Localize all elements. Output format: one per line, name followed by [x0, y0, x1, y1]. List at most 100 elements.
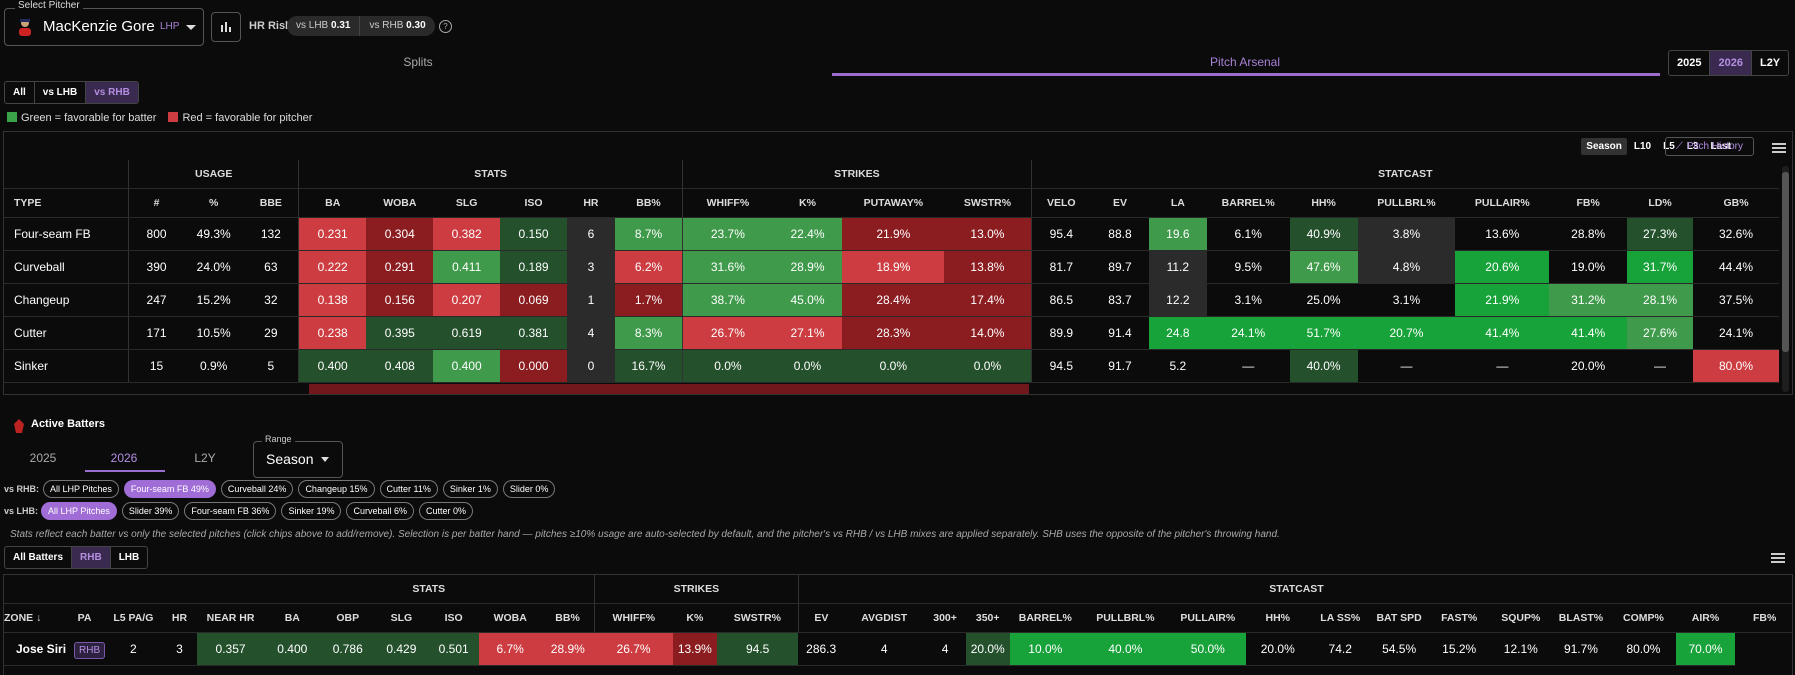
- batter-col-near-hr[interactable]: NEAR HR: [197, 603, 264, 633]
- batter-col-bb-[interactable]: BB%: [541, 603, 595, 633]
- arsenal-col-slg[interactable]: SLG: [433, 188, 501, 218]
- help-icon[interactable]: ?: [439, 20, 452, 33]
- pitch-chip[interactable]: All LHP Pitches: [41, 502, 117, 520]
- filter-all[interactable]: All: [5, 82, 35, 103]
- arsenal-col--[interactable]: #: [128, 188, 184, 218]
- year-2026[interactable]: 2026: [1710, 51, 1752, 75]
- arsenal-col--[interactable]: %: [183, 188, 244, 218]
- batter-col-woba[interactable]: WOBA: [479, 603, 542, 633]
- pitch-chip[interactable]: Sinker 19%: [281, 502, 342, 520]
- batter-col-ba[interactable]: BA: [263, 603, 321, 633]
- batter-col-barrel-[interactable]: BARREL%: [1009, 603, 1081, 633]
- pitch-chip[interactable]: Four-seam FB 49%: [123, 480, 216, 498]
- pitch-chip[interactable]: Slider 39%: [121, 502, 180, 520]
- arsenal-col-velo[interactable]: VELO: [1030, 188, 1092, 218]
- arsenal-col-ba[interactable]: BA: [298, 188, 367, 218]
- filter-lhb[interactable]: LHB: [118, 552, 140, 563]
- batter-col-pullair-[interactable]: PULLAIR%: [1169, 603, 1246, 633]
- batter-col-k-[interactable]: K%: [672, 603, 717, 633]
- batter-col-air-[interactable]: AIR%: [1675, 603, 1736, 633]
- arsenal-col-hr[interactable]: HR: [566, 188, 615, 218]
- batters-year-2025[interactable]: 2025: [29, 451, 57, 465]
- arsenal-col-fb-[interactable]: FB%: [1549, 188, 1628, 218]
- table-row[interactable]: Curveball 390 24.0% 63 0.222 0.291 0.411 0.189 3…: [4, 250, 1779, 284]
- batter-settings-icon[interactable]: [1771, 551, 1785, 563]
- batter-col-hr[interactable]: HR: [161, 603, 198, 633]
- batter-col-hh-[interactable]: HH%: [1245, 603, 1310, 633]
- table-row[interactable]: Jose Siri RHB 2 3 0.357 0.400 0.786 0.429 0.501 6…: [4, 632, 1792, 666]
- pitch-chip[interactable]: Curveball 24%: [220, 480, 294, 498]
- range-select[interactable]: Range Season: [253, 434, 343, 478]
- batter-col-zone[interactable]: ZONE ↓: [4, 603, 64, 633]
- batter-col-350-[interactable]: 350+: [965, 603, 1010, 633]
- batter-col-fast-[interactable]: FAST%: [1427, 603, 1491, 633]
- arsenal-col-bbe[interactable]: BBE: [243, 188, 299, 218]
- pitch-chip[interactable]: Slider 0%: [502, 480, 556, 498]
- batter-col-pullbrl-[interactable]: PULLBRL%: [1080, 603, 1170, 633]
- batter-col-la-ss-[interactable]: LA SS%: [1309, 603, 1371, 633]
- settings-sliders-icon[interactable]: [1772, 141, 1786, 153]
- year-l2y[interactable]: L2Y: [1759, 57, 1781, 69]
- arsenal-col-swstr-[interactable]: SWSTR%: [944, 188, 1032, 218]
- batter-col-ev[interactable]: EV: [797, 603, 844, 633]
- batters-year-2026[interactable]: 2026: [110, 451, 138, 465]
- arsenal-col-type[interactable]: TYPE: [4, 188, 129, 218]
- batter-col-obp[interactable]: OBP: [320, 603, 375, 633]
- table-row[interactable]: Sinker 15 0.9% 5 0.400 0.408 0.400 0.000 0 16.7% 0…: [4, 349, 1779, 383]
- arsenal-col-pullair-[interactable]: PULLAIR%: [1455, 188, 1550, 218]
- filter-rhb[interactable]: RHB: [72, 547, 111, 568]
- batter-col-pa[interactable]: PA: [63, 603, 106, 633]
- batter-col-300-[interactable]: 300+: [924, 603, 966, 633]
- pitch-history-button[interactable]: ⟋ Pitch History: [1664, 137, 1754, 156]
- arsenal-col-bb-[interactable]: BB%: [614, 188, 683, 218]
- year-2025[interactable]: 2025: [1669, 51, 1711, 75]
- batter-col-squp-[interactable]: SQUP%: [1490, 603, 1551, 633]
- arsenal-col-k-[interactable]: K%: [772, 188, 843, 218]
- filter-vs-rhb[interactable]: vs RHB: [86, 82, 138, 103]
- batter-col-blast-[interactable]: BLAST%: [1550, 603, 1612, 633]
- range-season[interactable]: Season: [1581, 138, 1627, 155]
- batter-col-l5-pa-g[interactable]: L5 PA/G: [105, 603, 162, 633]
- scrollbar-thumb[interactable]: [1782, 172, 1789, 352]
- pitch-chip[interactable]: Cutter 0%: [419, 502, 474, 520]
- pitch-chip[interactable]: Curveball 6%: [346, 502, 414, 520]
- range-l10[interactable]: L10: [1633, 141, 1652, 152]
- table-row[interactable]: Cutter 171 10.5% 29 0.238 0.395 0.619 0.381 4 8.3…: [4, 316, 1779, 350]
- batter-col-fb-[interactable]: FB%: [1735, 603, 1792, 633]
- chart-button[interactable]: [211, 12, 241, 42]
- arsenal-col-pullbrl-[interactable]: PULLBRL%: [1357, 188, 1456, 218]
- batter-col-swstr-[interactable]: SWSTR%: [716, 603, 799, 633]
- pitch-chip[interactable]: All LHP Pitches: [43, 480, 119, 498]
- arsenal-col-whiff-[interactable]: WHIFF%: [682, 188, 773, 218]
- filter-all-batters[interactable]: All Batters: [5, 547, 73, 568]
- batter-name-cell[interactable]: Jose Siri RHB: [4, 632, 106, 666]
- arsenal-col-ld-[interactable]: LD%: [1627, 188, 1693, 218]
- pitch-chip[interactable]: Sinker 1%: [442, 480, 498, 498]
- batter-col-avgdist[interactable]: AVGDIST: [843, 603, 925, 633]
- arsenal-col-putaway-[interactable]: PUTAWAY%: [842, 188, 945, 218]
- batter-col-comp-[interactable]: COMP%: [1611, 603, 1676, 633]
- tab-pitch-arsenal[interactable]: Pitch Arsenal: [1209, 55, 1281, 69]
- range-l3[interactable]: L3: [1686, 141, 1699, 152]
- arsenal-col-gb-[interactable]: GB%: [1692, 188, 1779, 218]
- arsenal-col-barrel-[interactable]: BARREL%: [1206, 188, 1290, 218]
- filter-vs-lhb[interactable]: vs LHB: [35, 82, 87, 103]
- pitch-chip[interactable]: Changeup 15%: [298, 480, 375, 498]
- range-l5[interactable]: L5: [1663, 141, 1675, 152]
- arsenal-col-woba[interactable]: WOBA: [366, 188, 434, 218]
- batter-col-slg[interactable]: SLG: [374, 603, 429, 633]
- arsenal-col-ev[interactable]: EV: [1091, 188, 1149, 218]
- batter-col-whiff-[interactable]: WHIFF%: [593, 603, 673, 633]
- batter-col-bat-spd[interactable]: BAT SPD: [1370, 603, 1428, 633]
- table-row[interactable]: Four-seam FB 800 49.3% 132 0.231 0.304 0.382 0.…: [4, 217, 1779, 251]
- arsenal-col-la[interactable]: LA: [1148, 188, 1207, 218]
- range-last[interactable]: Last: [1710, 141, 1731, 152]
- pitch-chip[interactable]: Four-seam FB 36%: [184, 502, 277, 520]
- pitch-chip[interactable]: Cutter 11%: [379, 480, 438, 498]
- batters-year-l2y[interactable]: L2Y: [194, 451, 216, 465]
- batter-col-iso[interactable]: ISO: [428, 603, 480, 633]
- arsenal-col-hh-[interactable]: HH%: [1289, 188, 1358, 218]
- tab-splits[interactable]: Splits: [403, 55, 433, 69]
- table-row[interactable]: Changeup 247 15.2% 32 0.138 0.156 0.207 0.069 1 1…: [4, 283, 1779, 317]
- arsenal-col-iso[interactable]: ISO: [500, 188, 567, 218]
